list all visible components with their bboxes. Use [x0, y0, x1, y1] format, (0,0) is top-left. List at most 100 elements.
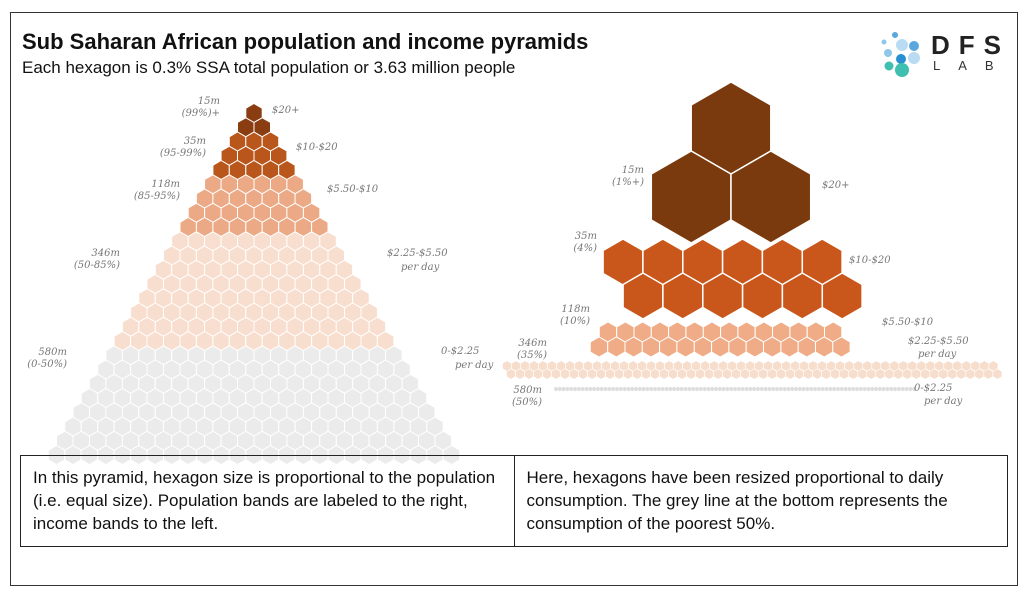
consumption-hexagon: [603, 386, 608, 392]
consumption-hexagon: [992, 368, 1003, 380]
consumption-hexagon: [533, 368, 543, 380]
consumption-hexagon: [835, 386, 841, 392]
consumption-hexagon: [553, 386, 559, 392]
consumption-hexagon: [733, 386, 738, 392]
consumption-hexagon: [778, 386, 783, 392]
consumption-hexagon: [821, 272, 863, 320]
consumption-hexagon: [797, 386, 802, 392]
consumption-hexagon: [832, 386, 837, 392]
consumption-hexagon: [611, 386, 616, 392]
consumption-hexagon: [803, 368, 814, 380]
consumption-hexagon: [660, 386, 665, 392]
consumption-hexagon: [752, 386, 757, 392]
population-share-label: (50%): [512, 397, 542, 408]
consumption-hexagon: [565, 386, 570, 392]
consumption-hexagon: [722, 368, 733, 380]
population-band-label: 346m: [518, 338, 547, 349]
population-band-label: 35m: [184, 136, 206, 147]
consumption-hexagon: [821, 368, 832, 380]
consumption-hexagon: [812, 368, 823, 380]
consumption-hexagon: [759, 386, 764, 392]
consumption-hexagon: [763, 386, 768, 392]
income-band-label: 0-$2.25: [441, 346, 479, 357]
logo-dot: [895, 63, 909, 77]
consumption-hexagon: [693, 336, 713, 358]
consumption-hexagon: [592, 386, 597, 392]
consumption-hexagon: [830, 368, 841, 380]
consumption-hexagon: [794, 386, 799, 392]
consumption-hexagon: [717, 386, 722, 392]
chart-subtitle: Each hexagon is 0.3% SSA total populatio…: [22, 58, 516, 77]
consumption-hexagon: [896, 386, 902, 392]
income-band-label: 0-$2.25: [914, 383, 952, 394]
consumption-hexagon: [668, 368, 678, 380]
population-band-label: 118m: [561, 304, 590, 315]
consumption-hexagon: [542, 368, 552, 380]
consumption-hexagon: [656, 386, 661, 392]
consumption-hexagon: [607, 336, 626, 358]
consumption-hexagon: [893, 386, 898, 392]
consumption-hexagon: [730, 150, 812, 244]
population-pyramid: [47, 102, 461, 466]
consumption-hexagon: [624, 336, 643, 358]
consumption-hexagon: [884, 368, 895, 380]
consumption-hexagon: [641, 368, 651, 380]
income-note-label: per day: [401, 262, 440, 273]
population-band-label: 15m: [198, 96, 220, 107]
consumption-hexagon: [776, 368, 787, 380]
consumption-hexagon: [832, 336, 851, 358]
consumption-hexagon: [557, 386, 562, 392]
population-share-label: (95-99%): [160, 148, 206, 159]
consumption-hexagon: [637, 386, 642, 392]
consumption-hexagon: [740, 386, 745, 392]
consumption-hexagon: [668, 386, 673, 392]
consumption-hexagon: [745, 336, 764, 358]
consumption-hexagon: [904, 386, 909, 392]
consumption-hexagon: [731, 368, 742, 380]
consumption-hexagon: [641, 336, 661, 358]
consumption-hexagon: [805, 386, 810, 392]
consumption-hexagon: [649, 386, 654, 392]
consumption-hexagon: [870, 386, 875, 392]
consumption-hexagon: [633, 386, 639, 392]
consumption-hexagon: [858, 386, 863, 392]
consumption-hexagon: [877, 386, 882, 392]
consumption-hexagon: [816, 386, 821, 392]
consumption-hexagon: [790, 386, 795, 392]
consumption-hexagon: [740, 368, 751, 380]
consumption-hexagon: [578, 368, 588, 380]
population-share-label: (99%)+: [182, 108, 220, 119]
consumption-hexagon: [857, 368, 868, 380]
population-share-label: (85-95%): [134, 191, 180, 202]
logo-dot: [896, 39, 908, 51]
logo-dot: [881, 39, 887, 45]
consumption-hexagon: [561, 386, 566, 392]
consumption-hexagon: [589, 336, 609, 358]
consumption-hexagon: [785, 368, 796, 380]
caption-left: In this pyramid, hexagon size is proport…: [33, 468, 496, 533]
consumption-hexagon: [815, 336, 834, 358]
consumption-hexagon: [820, 386, 825, 392]
consumption-hexagon: [744, 386, 749, 392]
consumption-hexagon: [588, 386, 593, 392]
consumption-hexagon: [653, 386, 658, 392]
consumption-hexagon: [695, 368, 705, 380]
consumption-hexagon: [767, 386, 772, 392]
caption-right: Here, hexagons have been resized proport…: [513, 456, 1008, 546]
consumption-hexagon: [569, 368, 579, 380]
consumption-hexagon: [920, 368, 931, 380]
consumption-hexagon: [929, 368, 940, 380]
consumption-hexagon: [641, 386, 646, 392]
consumption-hexagon: [687, 386, 692, 392]
consumption-hexagon: [947, 368, 958, 380]
consumption-hexagon: [623, 368, 633, 380]
consumption-hexagon: [659, 368, 669, 380]
consumption-hexagon: [885, 386, 890, 392]
consumption-hexagon: [596, 368, 606, 380]
consumption-hexagon: [848, 368, 859, 380]
consumption-hexagon: [875, 368, 886, 380]
consumption-hexagon: [605, 368, 615, 380]
population-band-label: 35m: [575, 231, 597, 242]
consumption-hexagon: [524, 368, 534, 380]
